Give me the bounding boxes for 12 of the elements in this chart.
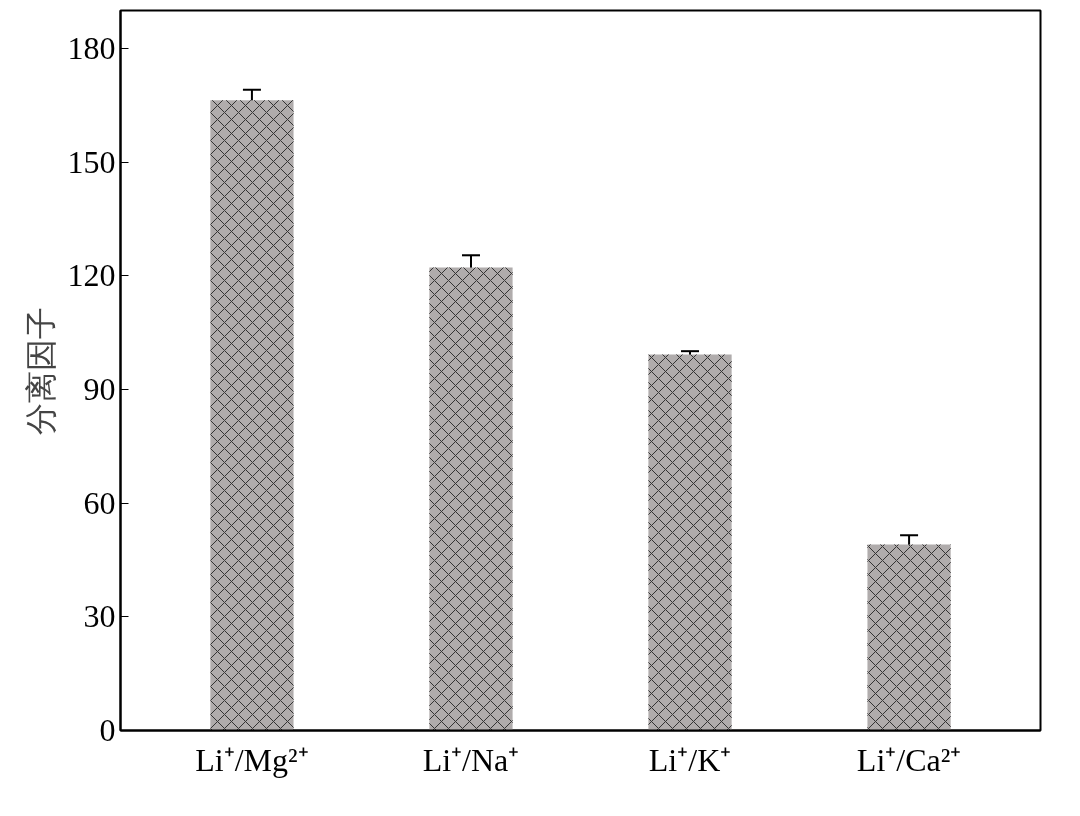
x-tick-label: Li⁺/Ca²⁺ bbox=[856, 741, 962, 778]
y-axis-title: 分离因子 bbox=[21, 306, 60, 435]
x-tick-label: Li⁺/K⁺ bbox=[648, 741, 732, 778]
y-tick-label: 150 bbox=[67, 143, 116, 180]
x-tick-label: Li⁺/Mg²⁺ bbox=[195, 741, 309, 778]
y-tick-label: 60 bbox=[83, 484, 116, 521]
y-tick-label: 180 bbox=[67, 29, 116, 66]
y-tick-label: 90 bbox=[83, 370, 116, 407]
y-tick-label: 120 bbox=[67, 257, 116, 294]
x-tick-label: Li⁺/Na⁺ bbox=[422, 741, 520, 778]
y-tick-label: 30 bbox=[83, 598, 116, 635]
y-tick-label: 0 bbox=[99, 712, 116, 748]
